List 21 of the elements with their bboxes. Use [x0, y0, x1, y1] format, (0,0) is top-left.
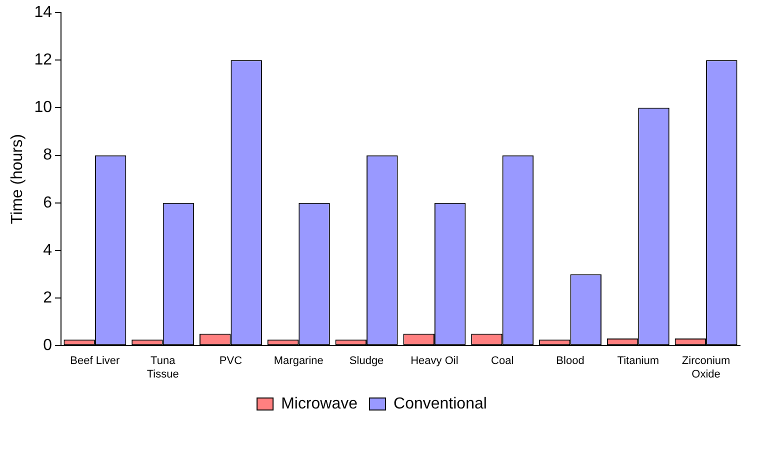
x-tick-label: Beef Liver: [70, 355, 120, 368]
x-tick-label: Heavy Oil: [410, 355, 458, 368]
y-tick-label: 14: [34, 4, 52, 22]
y-tick-label: 10: [34, 99, 52, 116]
y-tick-label: 8: [43, 146, 52, 164]
x-tick-label: PVC: [219, 355, 242, 368]
y-tick-label: 0: [43, 337, 52, 354]
y-tick-label: 12: [34, 52, 52, 69]
x-tick-label: Coal: [491, 355, 514, 368]
y-tick-label: 6: [43, 194, 52, 212]
y-tick-label: 4: [43, 242, 52, 259]
x-tick-label: Zirconium Oxide: [682, 355, 730, 380]
y-axis-title: Time (hours): [9, 134, 26, 224]
legend-label: Microwave: [281, 395, 358, 412]
x-tick-label: Margarine: [274, 355, 324, 368]
x-tick-label: Blood: [556, 355, 584, 368]
x-tick-label: Titanium: [617, 355, 660, 368]
x-tick-label: Sludge: [349, 355, 384, 368]
x-tick-label: Tuna Tissue: [146, 355, 179, 380]
legend-label: Conventional: [394, 395, 487, 412]
y-tick-label: 2: [43, 289, 52, 306]
